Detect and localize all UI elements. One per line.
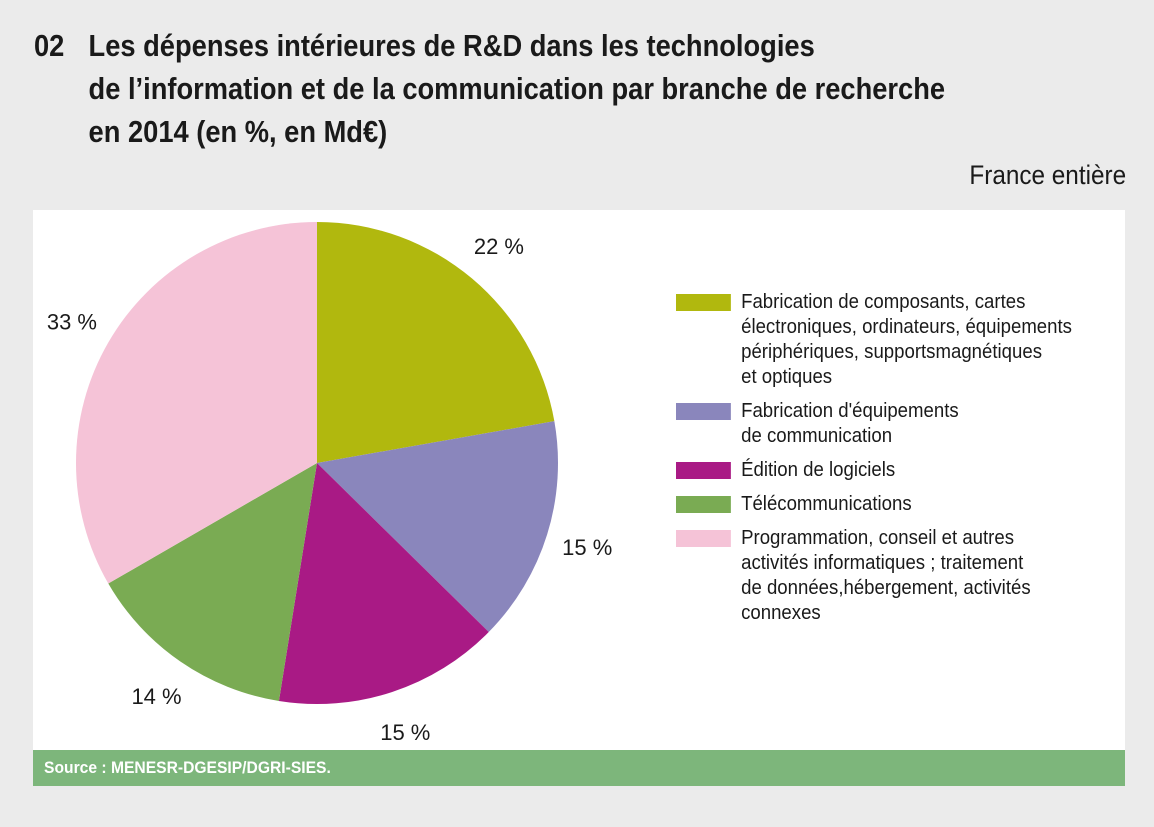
title-line: Les dépenses intérieures de R&D dans les… [88, 28, 815, 63]
title-line: en 2014 (en %, en Md€) [88, 114, 388, 149]
slice-label: 33 % [47, 310, 97, 335]
legend-label: de communication [741, 425, 893, 447]
legend: Fabrication de composants, cartes électro… [676, 290, 1116, 635]
chart-panel: 22 % 15 % 15 % 14 % 33 % Fabrication de comp… [33, 210, 1125, 750]
legend-label: électroniques, ordinateurs, équipements [741, 316, 1072, 338]
legend-label: Fabrication de composants, cartes [741, 291, 1026, 313]
source-text: Source : MENESR-DGESIP/DGRI-SIES. [44, 758, 331, 777]
chart-title: 02 Les dépenses intérieures de R&D dans … [34, 24, 1046, 153]
subtitle: France entière [969, 160, 1126, 190]
slice-label: 15 % [562, 535, 612, 560]
legend-item: Fabrication d'équipements de communicatio… [676, 399, 1085, 449]
pie-slice [317, 421, 558, 633]
legend-item: Programmation, conseil et autres activité… [676, 526, 1085, 626]
legend-swatch [676, 496, 731, 513]
legend-label: activités informatiques ; traitement [741, 552, 1024, 574]
legend-swatch [676, 462, 731, 479]
legend-item: Fabrication de composants, cartes électro… [676, 290, 1085, 390]
legend-swatch [676, 403, 731, 420]
figure-number: 02 [34, 28, 65, 63]
legend-label: Fabrication d'équipements [741, 400, 959, 422]
legend-label: Télécommunications [741, 493, 912, 515]
legend-label: Édition de logiciels [741, 459, 896, 481]
pie-chart: 22 % 15 % 15 % 14 % 33 % [47, 222, 612, 745]
legend-label: Programmation, conseil et autres [741, 527, 1015, 549]
slice-label: 14 % [131, 684, 181, 709]
legend-label: connexes [741, 602, 821, 624]
pie-slice [108, 463, 318, 701]
pie-slice [278, 463, 489, 704]
slice-label: 22 % [474, 234, 524, 259]
legend-swatch [676, 530, 731, 547]
legend-label: périphériques, supportsmagnétiques [741, 341, 1042, 363]
slice-label: 15 % [380, 720, 430, 745]
legend-item: Édition de logiciels [676, 458, 1085, 483]
legend-item: Télécommunications [676, 492, 1085, 517]
pie-slice [76, 222, 317, 584]
legend-swatch [676, 294, 731, 311]
legend-label: et optiques [741, 366, 833, 388]
source-bar: Source : MENESR-DGESIP/DGRI-SIES. [33, 750, 1125, 786]
title-line: de l’information et de la communication … [88, 71, 946, 106]
legend-label: de données,hébergement, activités [741, 577, 1031, 599]
pie-slice [317, 222, 555, 463]
